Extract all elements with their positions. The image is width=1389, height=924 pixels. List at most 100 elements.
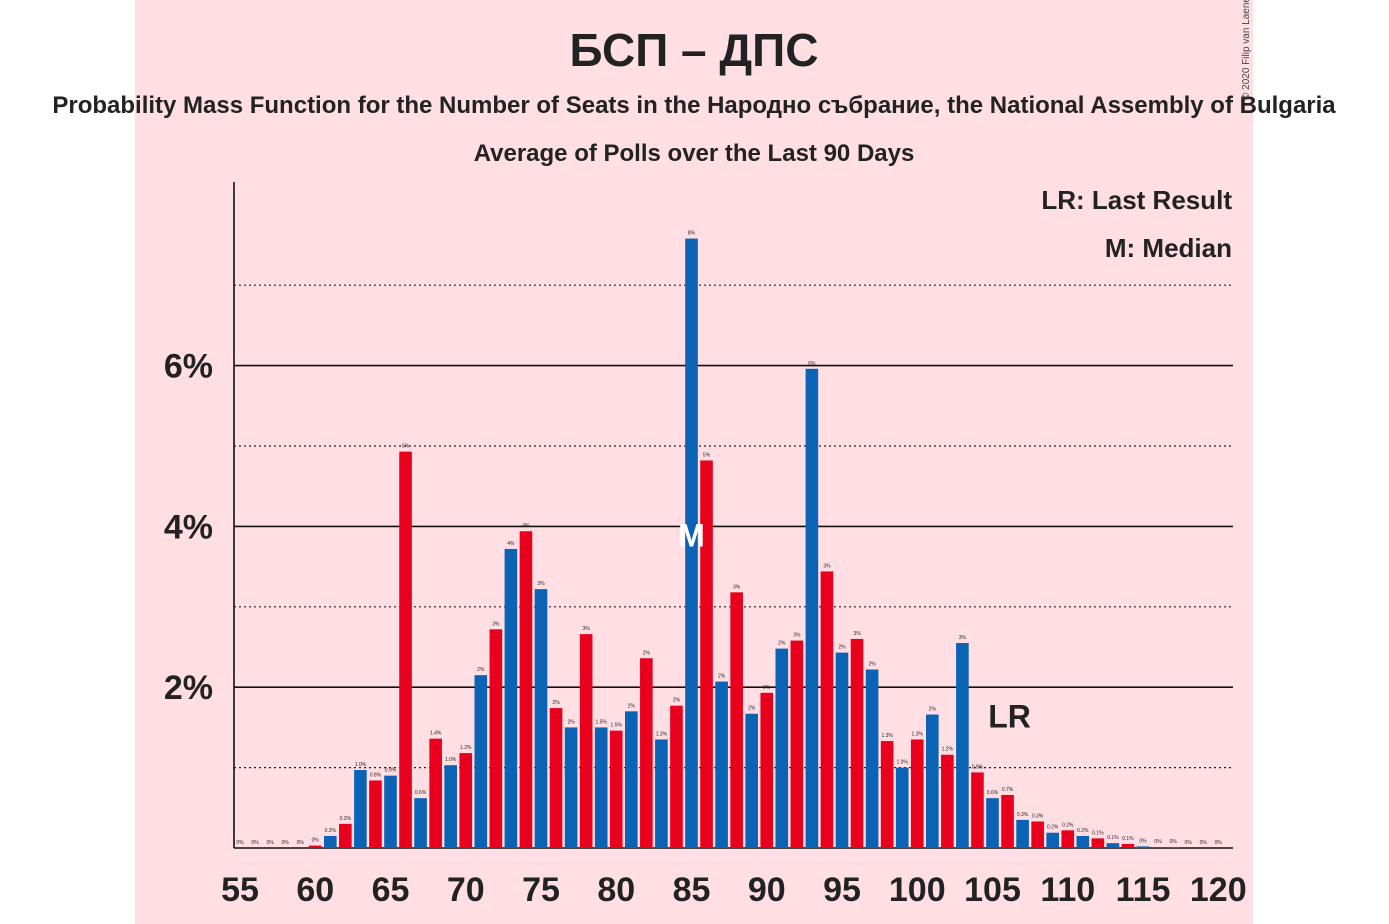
bar-label-seats-65: 0.9% [385,768,397,774]
x-tick-label: 115 [1116,871,1171,909]
legend-last-result: LR: Last Result [1041,185,1232,215]
x-tick-label: 80 [597,871,635,909]
bar-label-seats-117: 0% [1169,839,1177,845]
bar-label-seats-118: 0% [1185,840,1193,846]
bar-seats-84 [670,705,683,848]
bar-label-seats-112: 0.1% [1092,830,1104,836]
bar-label-seats-95: 2% [838,645,846,651]
bar-seats-97 [865,669,879,848]
bar-label-seats-101: 2% [929,707,937,713]
bar-seats-106 [1001,794,1014,848]
bar-label-seats-116: 0% [1154,839,1162,845]
bar-seats-85 [685,238,698,848]
bar-label-seats-71: 2% [477,667,485,673]
bar-seats-108 [1031,821,1044,848]
x-tick-label: 60 [296,871,334,909]
bar-label-seats-73: 4% [507,541,515,547]
bar-seats-92 [790,640,804,848]
bar-seats-64 [369,780,382,848]
y-tick-label: 2% [164,669,213,707]
bar-label-seats-76: 2% [552,700,560,706]
bar-label-seats-93: 6% [808,361,816,367]
bar-label-seats-89: 2% [748,706,756,712]
bar-seats-114 [1121,843,1135,848]
bar-label-seats-75: 3% [537,581,545,587]
bar-label-seats-99: 1.0% [896,760,908,766]
bar-label-seats-60: 0% [312,838,320,844]
x-tick-label: 75 [522,871,560,909]
bar-seats-60 [308,845,322,848]
bar-seats-103 [956,642,969,848]
bar-label-seats-67: 0.6% [415,790,427,796]
bar-seats-105 [986,798,999,848]
bar-seats-76 [549,708,563,848]
bar-label-seats-107: 0.3% [1017,812,1029,818]
legend-median: M: Median [1105,233,1232,263]
bar-label-seats-59: 0% [297,840,305,846]
bar-seats-88 [730,592,743,848]
bar-label-seats-105: 0.6% [987,790,999,796]
bar-seats-65 [384,775,397,848]
x-tick-label: 90 [748,871,786,909]
bar-label-seats-94: 3% [823,563,831,569]
bar-seats-112 [1091,838,1105,848]
bar-seats-117 [1166,847,1180,848]
bar-label-seats-62: 0.3% [340,816,352,822]
bar-label-seats-85: 8% [688,231,696,237]
x-tick-label: 100 [889,871,946,909]
bar-label-seats-115: 0% [1139,838,1147,844]
bars: 0% 0% 0% 0% 0% 0%0.2%0.3%1.0%0.8%0.9%5%0.6%1.… [236,231,1222,848]
bar-seats-73 [504,548,518,848]
bar-seats-91 [775,648,789,848]
bar-seats-62 [339,823,352,848]
bar-seats-94 [820,571,834,848]
bar-seats-68 [429,738,442,848]
bar-seats-87 [715,681,728,848]
bar-label-seats-86: 5% [703,452,711,458]
bar-seats-101 [926,714,939,848]
bar-seats-79 [594,727,608,848]
bar-seats-115 [1136,846,1150,848]
bar-label-seats-106: 0.7% [1002,787,1014,793]
bar-seats-67 [414,798,427,848]
bar-label-seats-66: 5% [402,444,410,450]
bar-seats-95 [835,652,849,848]
x-tick-label: 85 [673,871,711,909]
bar-label-seats-83: 1.3% [656,731,668,737]
bar-label-seats-96: 3% [853,631,861,637]
bar-label-seats-103: 3% [959,635,967,641]
bar-seats-61 [324,835,337,848]
bar-seats-90 [760,692,774,848]
bar-label-seats-90: 2% [763,685,771,691]
bar-seats-93 [805,368,819,848]
bar-label-seats-79: 1.5% [595,719,607,725]
bar-label-seats-102: 1.2% [942,747,954,753]
bar-label-seats-120: 0% [1215,840,1223,846]
x-tick-label: 65 [372,871,410,909]
bar-label-seats-108: 0.3% [1032,813,1044,819]
bar-label-seats-97: 2% [868,662,876,668]
bar-seats-83 [655,739,668,848]
bar-seats-96 [850,638,864,848]
bar-label-seats-63: 1.0% [355,762,367,768]
x-tick-label: 110 [1040,871,1095,909]
bar-seats-82 [640,658,653,848]
tick-labels: 2% 4% 6% 55 60 65 70 75 80 85 90 95 100 105 110 115 120 [164,348,1247,909]
x-tick-label: 95 [823,871,861,909]
bar-label-seats-119: 0% [1200,840,1208,846]
bar-label-seats-64: 0.8% [370,772,382,778]
bar-label-seats-58: 0% [282,840,290,846]
x-tick-label: 105 [964,871,1021,909]
bar-seats-100 [910,739,924,848]
bar-label-seats-57: 0% [266,840,274,846]
bar-label-seats-70: 1.2% [460,745,472,751]
bar-seats-109 [1046,832,1059,848]
bar-label-seats-69: 1.0% [445,757,457,763]
bar-label-seats-61: 0.2% [325,828,337,834]
bar-seats-80 [609,730,623,848]
bar-seats-74 [519,531,533,848]
bar-seats-71 [474,675,488,848]
bar-seats-102 [941,754,954,848]
chart-title: БСП – ДПС [570,24,819,76]
